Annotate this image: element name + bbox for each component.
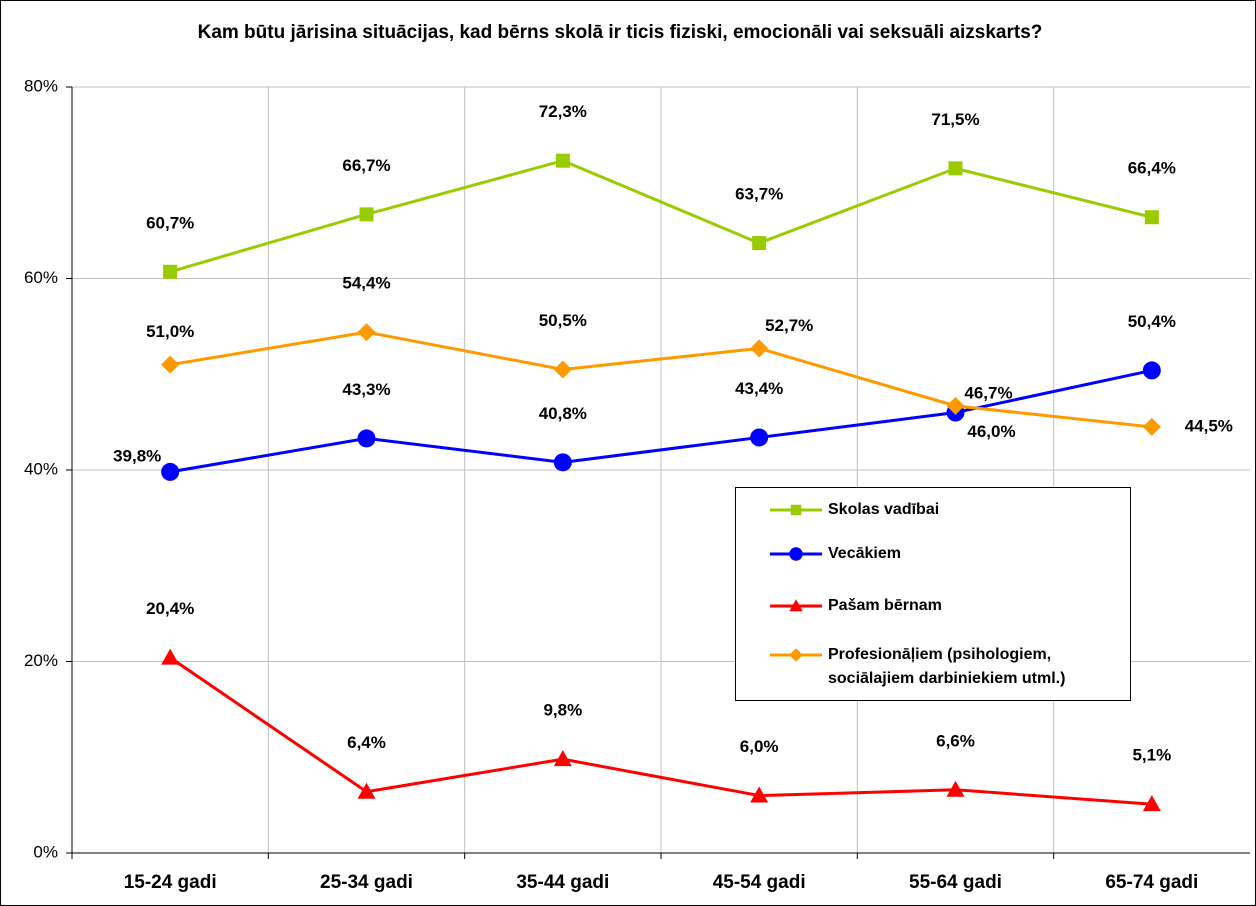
series-line: [169, 368, 1153, 474]
marker: [750, 428, 769, 447]
legend-swatch: [770, 504, 822, 516]
data-label: 66,7%: [342, 156, 390, 175]
marker: [161, 355, 180, 374]
legend-label: Profesionāļiem (psihologiem, sociālajiem…: [828, 646, 1066, 687]
legend-item: Skolas vadībai: [768, 498, 1122, 522]
legend-swatch: [770, 648, 822, 662]
marker: [161, 462, 180, 481]
data-label: 44,5%: [1185, 416, 1233, 435]
marker: [359, 207, 374, 222]
marker: [946, 396, 965, 415]
data-label: 6,4%: [347, 733, 386, 752]
marker: [553, 360, 572, 379]
legend: Skolas vadībai Vecākiem Pašam bērnam Profes…: [735, 487, 1131, 701]
marker: [750, 339, 769, 358]
marker: [357, 323, 376, 342]
legend-item: Pašam bērnam: [768, 594, 1122, 618]
marker: [789, 648, 803, 662]
data-label: 72,3%: [539, 102, 587, 121]
data-label: 40,8%: [539, 404, 587, 423]
y-tick-label: 20%: [24, 651, 58, 670]
data-label: 54,4%: [342, 274, 390, 293]
x-tick-label: 65-74 gadi: [1105, 872, 1198, 893]
marker: [553, 453, 572, 472]
marker: [357, 429, 376, 448]
data-label: 52,7%: [765, 316, 813, 335]
data-label: 39,8%: [113, 446, 161, 465]
marker: [789, 599, 803, 612]
x-tick-label: 55-64 gadi: [909, 872, 1002, 893]
marker: [1142, 795, 1161, 812]
legend-label: Skolas vadībai: [828, 501, 940, 518]
legend-swatch: [770, 547, 822, 561]
marker: [1144, 210, 1159, 225]
x-tick-label: 25-34 gadi: [320, 872, 413, 893]
data-label: 66,4%: [1128, 159, 1176, 178]
marker: [1142, 417, 1161, 436]
data-label: 6,6%: [936, 731, 975, 750]
legend-item: Profesionāļiem (psihologiem, sociālajiem…: [768, 643, 1122, 691]
y-tick-label: 0%: [33, 842, 58, 861]
marker: [357, 782, 376, 799]
x-tick-label: 45-54 gadi: [713, 872, 806, 893]
x-tick-label: 35-44 gadi: [516, 872, 609, 893]
y-tick-label: 40%: [24, 459, 58, 478]
legend-label: Pašam bērnam: [828, 597, 942, 614]
legend-label: Vecākiem: [828, 545, 901, 562]
data-label: 46,7%: [964, 383, 1012, 402]
marker: [946, 780, 965, 797]
data-label: 71,5%: [931, 110, 979, 129]
data-label: 60,7%: [146, 213, 194, 232]
series-line: [169, 159, 1153, 274]
marker: [163, 264, 178, 279]
x-tick-label: 15-24 gadi: [124, 872, 217, 893]
marker: [555, 153, 570, 168]
marker: [553, 750, 572, 767]
series-line: [169, 330, 1152, 429]
data-label: 5,1%: [1132, 746, 1171, 765]
marker: [790, 504, 802, 516]
legend-item: Vecākiem: [768, 542, 1122, 566]
y-tick-label: 60%: [24, 268, 58, 287]
chart-title: Kam būtu jārisina situācijas, kad bērns …: [197, 22, 1043, 43]
data-label: 46,0%: [967, 422, 1015, 441]
marker: [1142, 361, 1161, 380]
data-label: 20,4%: [146, 599, 194, 618]
data-label: 63,7%: [735, 185, 783, 204]
data-label: 43,3%: [342, 380, 390, 399]
data-label: 50,5%: [539, 311, 587, 330]
marker: [161, 648, 180, 665]
marker: [948, 161, 963, 176]
marker: [789, 547, 803, 561]
marker: [750, 786, 769, 803]
series-line: [169, 656, 1152, 806]
data-label: 43,4%: [735, 379, 783, 398]
data-label: 9,8%: [543, 701, 582, 720]
marker: [752, 236, 767, 251]
data-label: 50,4%: [1128, 312, 1176, 331]
legend-swatch: [770, 599, 822, 612]
y-tick-label: 80%: [24, 76, 58, 95]
data-label: 6,0%: [740, 737, 779, 756]
data-label: 51,0%: [146, 322, 194, 341]
